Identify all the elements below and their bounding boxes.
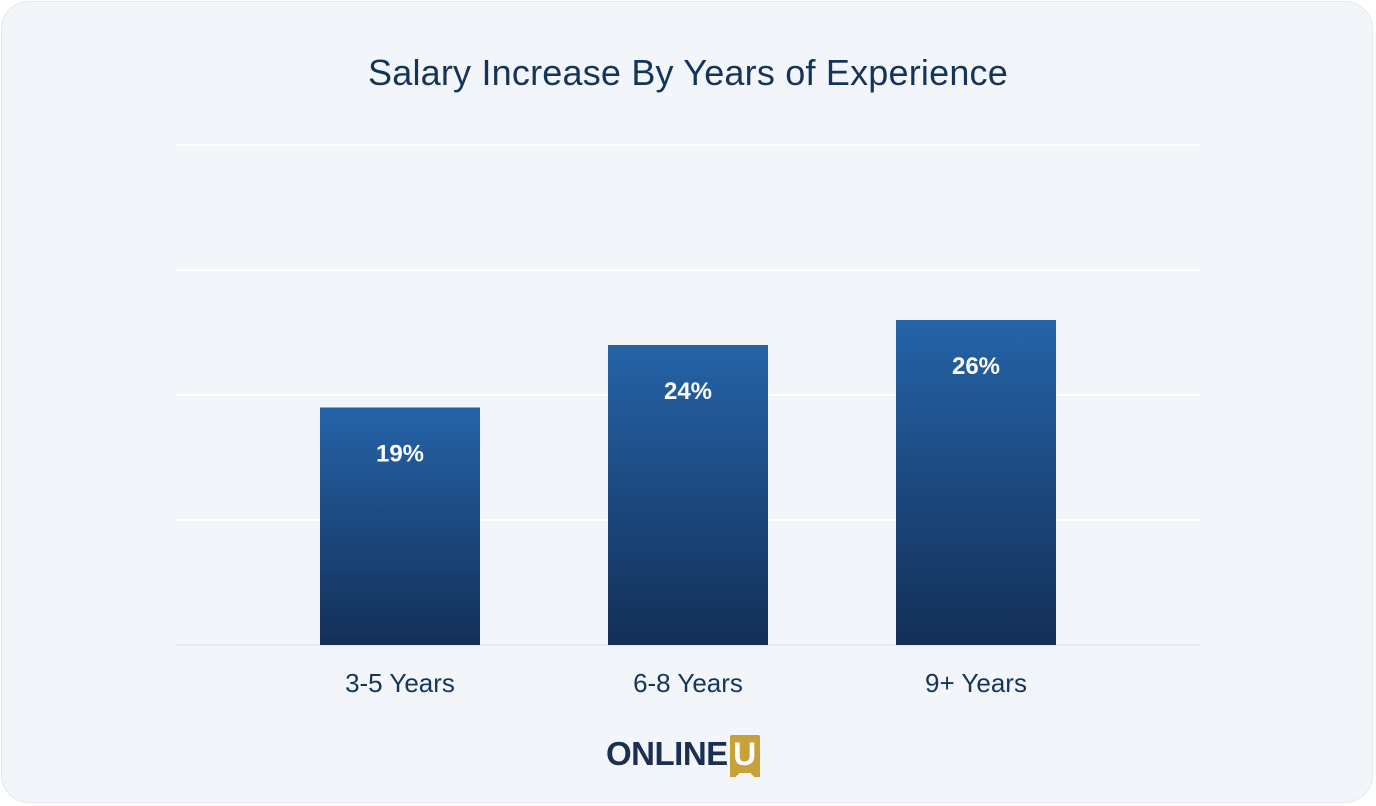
bar-9-years xyxy=(896,320,1056,645)
labels: 19% 3-5 Years 24% 6-8 Years 26% 9+ Years xyxy=(345,353,1027,698)
logo-text: ONLINE xyxy=(606,735,728,772)
logo-u-mark: U xyxy=(729,735,760,777)
bars xyxy=(320,320,1056,645)
chart-title: Salary Increase By Years of Experience xyxy=(368,52,1008,93)
data-label: 26% xyxy=(952,353,1000,380)
data-label: 24% xyxy=(664,378,712,405)
bar-6-8-years xyxy=(608,345,768,645)
x-tick-label: 6-8 Years xyxy=(633,668,743,698)
bar-3-5-years xyxy=(320,407,480,645)
onlineu-logo: ONLINE U xyxy=(606,734,760,777)
x-tick-label: 9+ Years xyxy=(925,668,1027,698)
x-tick-label: 3-5 Years xyxy=(345,668,455,698)
data-label: 19% xyxy=(376,441,424,468)
